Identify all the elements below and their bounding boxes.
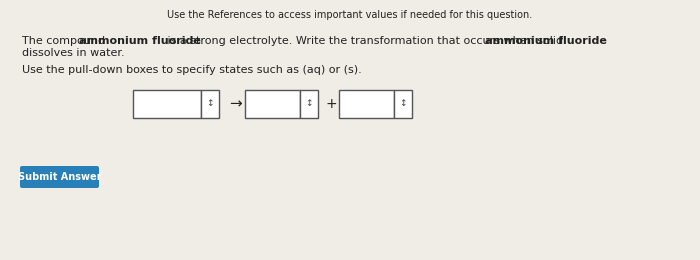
FancyBboxPatch shape bbox=[339, 90, 394, 118]
FancyBboxPatch shape bbox=[133, 90, 201, 118]
Text: Use the pull-down boxes to specify states such as (aq) or (s).: Use the pull-down boxes to specify state… bbox=[22, 65, 362, 75]
Text: is a strong electrolyte. Write the transformation that occurs when solid: is a strong electrolyte. Write the trans… bbox=[164, 36, 566, 46]
Text: ↕: ↕ bbox=[206, 100, 214, 108]
FancyBboxPatch shape bbox=[201, 90, 219, 118]
Text: Submit Answer: Submit Answer bbox=[18, 172, 102, 182]
Text: dissolves in water.: dissolves in water. bbox=[22, 48, 125, 58]
Text: →: → bbox=[230, 96, 242, 112]
FancyBboxPatch shape bbox=[300, 90, 318, 118]
FancyBboxPatch shape bbox=[20, 166, 99, 188]
Text: The compound: The compound bbox=[22, 36, 108, 46]
FancyBboxPatch shape bbox=[394, 90, 412, 118]
Text: Use the References to access important values if needed for this question.: Use the References to access important v… bbox=[167, 10, 533, 20]
Text: ammonium fluoride: ammonium fluoride bbox=[78, 36, 200, 46]
Text: ammonium fluoride: ammonium fluoride bbox=[486, 36, 608, 46]
Text: ↕: ↕ bbox=[399, 100, 407, 108]
Text: +: + bbox=[326, 97, 337, 111]
Text: ↕: ↕ bbox=[305, 100, 313, 108]
FancyBboxPatch shape bbox=[245, 90, 300, 118]
